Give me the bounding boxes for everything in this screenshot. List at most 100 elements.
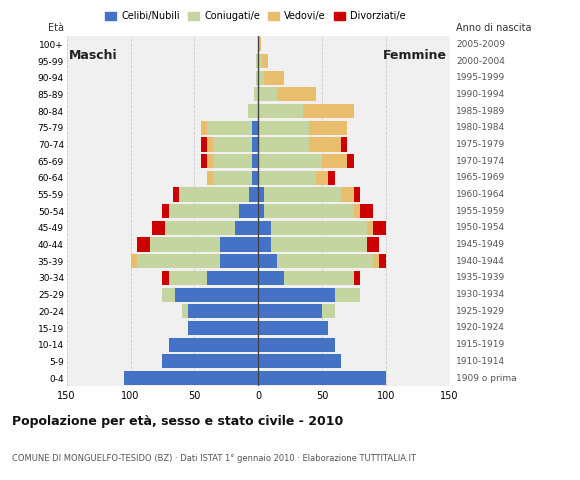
Text: 1995-1999: 1995-1999	[456, 73, 505, 82]
Bar	[354, 271, 360, 285]
Bar	[152, 221, 165, 235]
Bar	[341, 137, 347, 152]
Bar	[137, 254, 220, 268]
Bar	[258, 104, 303, 118]
Bar	[264, 71, 284, 85]
Bar	[347, 154, 354, 168]
Bar	[188, 321, 258, 335]
Text: COMUNE DI MONGUELFO-TESIDO (BZ) · Dati ISTAT 1° gennaio 2010 · Elaborazione TUTT: COMUNE DI MONGUELFO-TESIDO (BZ) · Dati I…	[12, 454, 416, 463]
Bar	[201, 137, 207, 152]
Bar	[252, 120, 258, 135]
Bar	[258, 87, 277, 101]
Text: Popolazione per età, sesso e stato civile - 2010: Popolazione per età, sesso e stato civil…	[12, 415, 343, 428]
Bar	[277, 254, 373, 268]
Text: 1935-1939: 1935-1939	[456, 274, 505, 282]
Bar	[258, 54, 262, 68]
Bar	[124, 371, 258, 385]
Text: 1970-1974: 1970-1974	[456, 156, 505, 166]
Bar	[262, 54, 269, 68]
Bar	[169, 271, 207, 285]
Bar	[201, 154, 207, 168]
Text: Femmine: Femmine	[383, 49, 447, 62]
Bar	[162, 271, 169, 285]
Text: 1925-1929: 1925-1929	[456, 307, 505, 316]
Bar	[150, 238, 220, 252]
Bar	[354, 204, 360, 218]
Text: 1980-1984: 1980-1984	[456, 123, 505, 132]
Bar	[258, 371, 386, 385]
Bar	[258, 171, 316, 185]
Text: 1985-1989: 1985-1989	[456, 107, 505, 116]
Bar	[207, 154, 213, 168]
Text: 1945-1949: 1945-1949	[456, 240, 505, 249]
Bar	[165, 221, 235, 235]
Bar	[213, 137, 252, 152]
Bar	[169, 204, 239, 218]
Bar	[254, 87, 258, 101]
Bar	[207, 137, 213, 152]
Text: 1990-1994: 1990-1994	[456, 90, 505, 99]
Bar	[258, 120, 309, 135]
Bar	[173, 187, 179, 202]
Bar	[373, 221, 386, 235]
Text: 1965-1969: 1965-1969	[456, 173, 505, 182]
Bar	[188, 304, 258, 318]
Bar	[258, 271, 284, 285]
Text: 1950-1954: 1950-1954	[456, 223, 505, 232]
Text: Età: Età	[48, 24, 64, 34]
Bar	[258, 37, 260, 51]
Text: 1975-1979: 1975-1979	[456, 140, 505, 149]
Bar	[309, 120, 347, 135]
Bar	[162, 288, 175, 302]
Bar	[258, 321, 328, 335]
Bar	[175, 288, 258, 302]
Bar	[316, 171, 328, 185]
Legend: Celibi/Nubili, Coniugati/e, Vedovi/e, Divorziati/e: Celibi/Nubili, Coniugati/e, Vedovi/e, Di…	[101, 7, 409, 25]
Bar	[258, 354, 341, 369]
Bar	[322, 154, 347, 168]
Text: 2005-2009: 2005-2009	[456, 40, 505, 49]
Bar	[303, 104, 354, 118]
Bar	[207, 271, 258, 285]
Bar	[130, 254, 137, 268]
Bar	[137, 238, 150, 252]
Bar	[248, 104, 258, 118]
Bar	[264, 204, 354, 218]
Bar	[258, 187, 264, 202]
Bar	[256, 71, 258, 85]
Text: 1920-1924: 1920-1924	[456, 324, 505, 333]
Bar	[258, 238, 271, 252]
Bar	[162, 204, 169, 218]
Bar	[360, 204, 373, 218]
Text: 1910-1914: 1910-1914	[456, 357, 505, 366]
Bar	[239, 204, 258, 218]
Bar	[284, 271, 354, 285]
Bar	[256, 54, 258, 68]
Bar	[258, 337, 335, 352]
Bar	[252, 137, 258, 152]
Text: 1940-1944: 1940-1944	[456, 257, 505, 266]
Bar	[201, 120, 207, 135]
Bar	[379, 254, 386, 268]
Text: 2000-2004: 2000-2004	[456, 57, 505, 66]
Bar	[258, 154, 322, 168]
Text: 1915-1919: 1915-1919	[456, 340, 505, 349]
Bar	[309, 137, 341, 152]
Bar	[207, 171, 213, 185]
Bar	[367, 221, 373, 235]
Bar	[207, 120, 252, 135]
Bar	[277, 87, 316, 101]
Bar	[182, 304, 188, 318]
Bar	[258, 137, 309, 152]
Bar	[213, 154, 252, 168]
Bar	[258, 204, 264, 218]
Bar	[264, 187, 341, 202]
Bar	[258, 221, 271, 235]
Bar	[220, 254, 258, 268]
Bar	[169, 337, 258, 352]
Bar	[367, 238, 379, 252]
Bar	[322, 304, 335, 318]
Text: 1930-1934: 1930-1934	[456, 290, 505, 299]
Bar	[249, 187, 258, 202]
Text: 1955-1959: 1955-1959	[456, 207, 505, 216]
